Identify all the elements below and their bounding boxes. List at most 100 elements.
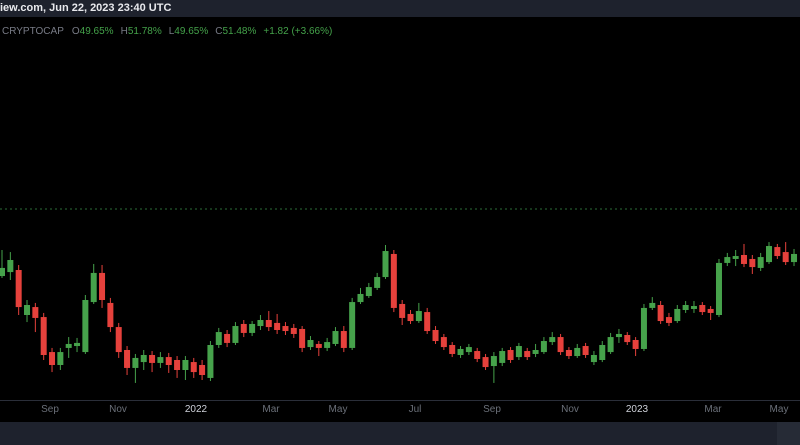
candle-body — [224, 333, 231, 343]
candle-body — [390, 253, 397, 308]
axis-month-label: May — [328, 404, 348, 415]
candle-body — [532, 350, 539, 354]
candle-body — [282, 326, 289, 332]
candle-body — [607, 337, 614, 353]
candle-body — [15, 270, 22, 308]
ohlc-high: H51.78% — [121, 26, 162, 37]
time-axis[interactable]: Sep Nov 2022 Mar May Jul Sep Nov 2023 Mar May — [0, 400, 800, 422]
candle-wick — [493, 352, 495, 383]
candle-body — [615, 333, 622, 338]
ohlc-close: C51.48% — [215, 26, 256, 37]
axis-month-label: Jul — [408, 404, 422, 415]
ohlc-open: O49.65% — [72, 26, 114, 37]
candle-body — [324, 342, 331, 348]
bottom-toolbar — [0, 422, 800, 445]
candle-body — [632, 340, 639, 349]
title-text: iew.com, Jun 22, 2023 23:40 UTC — [0, 2, 172, 14]
candle-wick — [318, 341, 320, 357]
symbol-legend: CRYPTOCAP O49.65% H51.78% L49.65% C51.48% +1.… — [2, 26, 332, 38]
axis-year-label: 2022 — [184, 404, 208, 415]
candle-body — [766, 246, 773, 263]
candle-body — [657, 305, 664, 322]
candle-body — [499, 351, 506, 363]
candle-body — [332, 331, 339, 344]
candle-body — [399, 303, 406, 318]
candle-body — [574, 347, 581, 357]
candle-body — [374, 277, 381, 288]
candle-body — [565, 350, 572, 357]
candle-body — [707, 308, 714, 313]
candle-body — [49, 352, 56, 365]
candle-body — [82, 300, 89, 353]
candle-body — [107, 302, 114, 328]
candle-wick — [1, 250, 3, 278]
axis-month-label: Sep — [483, 404, 501, 415]
candle-body — [132, 357, 139, 368]
symbol-name[interactable]: CRYPTOCAP — [2, 26, 64, 37]
candle-body — [415, 311, 422, 322]
candle-body — [365, 287, 372, 297]
candle-body — [732, 256, 739, 259]
candle-body — [249, 323, 256, 333]
candle-body — [674, 308, 681, 322]
candle-body — [507, 350, 514, 360]
candle-body — [649, 302, 656, 308]
high-label: H — [120, 26, 128, 37]
axis-year-label: 2023 — [625, 404, 649, 415]
axis-month-label: Mar — [704, 404, 722, 415]
candle-body — [340, 331, 347, 348]
candle-body — [182, 360, 189, 370]
candle-body — [165, 357, 172, 365]
candle-body — [349, 302, 356, 348]
candle-body — [724, 257, 731, 263]
candle-body — [690, 306, 697, 309]
candle-body — [582, 346, 589, 355]
candle-body — [599, 345, 606, 360]
candle-body — [440, 337, 447, 348]
candle-body — [457, 348, 464, 355]
candle-body — [74, 342, 81, 347]
title-bar: iew.com, Jun 22, 2023 23:40 UTC — [0, 0, 800, 17]
candle-body — [699, 305, 706, 313]
candle-body — [407, 313, 414, 322]
candle-body — [524, 351, 531, 358]
candle-body — [757, 257, 764, 268]
axis-month-label: Nov — [109, 404, 127, 415]
axis-month-label: May — [769, 404, 789, 415]
candle-body — [257, 320, 264, 327]
candle-body — [549, 337, 556, 343]
candle-body — [0, 267, 5, 277]
candle-body — [782, 252, 789, 263]
candle-body — [682, 305, 689, 310]
candle-body — [590, 355, 597, 363]
candle-body — [774, 247, 781, 257]
scale-corner — [777, 422, 800, 445]
candle-body — [715, 262, 722, 315]
candle-body — [190, 362, 197, 373]
candle-body — [307, 340, 314, 348]
candle-body — [90, 272, 97, 303]
candle-body — [7, 260, 14, 273]
candle-body — [299, 328, 306, 348]
candle-wick — [710, 306, 712, 320]
candle-body — [232, 326, 239, 343]
candle-body — [115, 327, 122, 353]
candle-body — [157, 357, 164, 363]
close-value: 51.48% — [222, 26, 257, 37]
candle-body — [315, 343, 322, 348]
candle-body — [32, 307, 39, 318]
ohlc-low: L49.65% — [169, 26, 208, 37]
candle-body — [215, 332, 222, 345]
candle-body — [240, 323, 247, 333]
high-value: 51.78% — [127, 26, 162, 37]
candle-body — [465, 347, 472, 353]
low-value: 49.65% — [174, 26, 209, 37]
candle-body — [24, 305, 31, 315]
candle-body — [199, 365, 206, 375]
candle-body — [207, 345, 214, 378]
low-label: L — [168, 26, 175, 37]
candle-body — [99, 272, 106, 300]
axis-month-label: Nov — [561, 404, 579, 415]
